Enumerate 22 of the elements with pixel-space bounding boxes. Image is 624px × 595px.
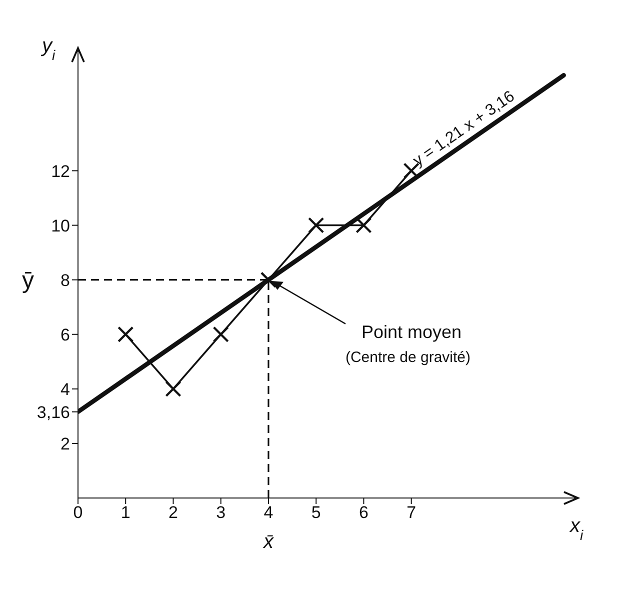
y-tick-label: 8 — [60, 270, 70, 290]
y-axis-title: y$_{i}$ — [40, 35, 56, 63]
x-axis-title: x$_{i}$ — [569, 515, 584, 543]
x-tick-label: 7 — [406, 503, 416, 522]
x-tick-label: 2 — [168, 503, 178, 522]
annotation: Point moyen — [361, 322, 462, 342]
y-tick-label: 6 — [60, 325, 70, 344]
x-tick-label: 1 — [120, 503, 130, 522]
x-tick-label: 6 — [358, 503, 368, 522]
x-tick-label: 5 — [311, 503, 321, 522]
ref-line-label: ȳ — [22, 266, 34, 294]
y-tick-label: 4 — [60, 380, 70, 399]
y-tick-label: 2 — [60, 434, 70, 454]
x-tick-label: 0 — [73, 503, 83, 522]
y-tick-label: 10 — [51, 216, 70, 236]
x-tick-label: 3 — [216, 503, 226, 522]
y-tick-label: 3,16 — [36, 402, 70, 422]
text: y = 1,21 x + 3,16 — [410, 88, 518, 170]
x-tick-label: 4 — [264, 503, 274, 522]
annotation: (Centre de gravité) — [345, 348, 471, 366]
y-tick-label: 12 — [51, 162, 70, 181]
ref-line-label: x̄ — [262, 531, 274, 553]
